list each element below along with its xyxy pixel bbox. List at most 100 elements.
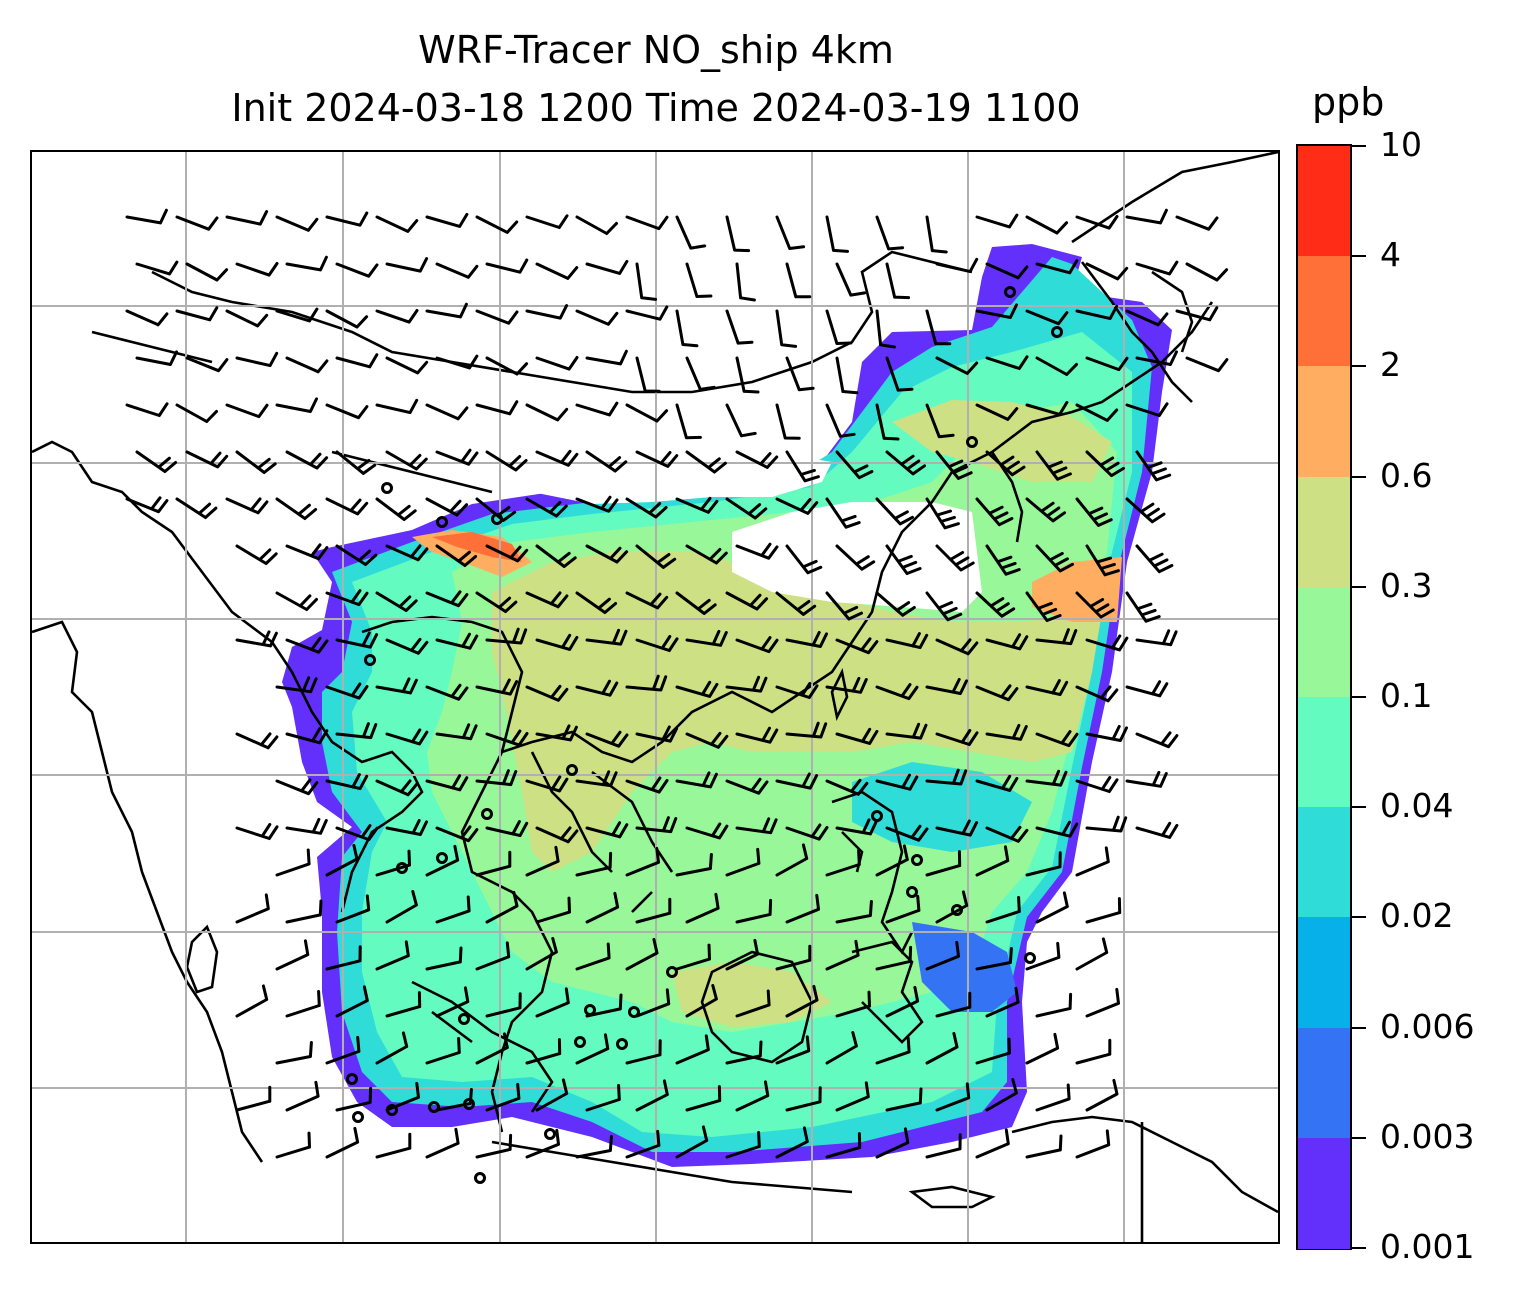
wind-barb	[985, 825, 1029, 843]
wind-barb	[875, 683, 919, 701]
wind-calm-circle	[1004, 286, 1016, 298]
wind-barb	[735, 262, 756, 302]
wind-barb	[785, 823, 829, 841]
wind-barb	[1075, 215, 1119, 230]
wind-barb	[735, 450, 779, 469]
wind-barb	[785, 544, 823, 575]
wind-barb	[385, 544, 429, 562]
colorbar-tick-label: 0.001	[1380, 1227, 1475, 1266]
wind-barb	[485, 1082, 521, 1112]
wind-barb	[275, 676, 318, 694]
wind-barb	[1025, 215, 1069, 235]
wind-barb	[275, 215, 319, 232]
wind-barb	[435, 544, 478, 567]
wind-barb	[885, 894, 921, 924]
coast-timor	[908, 1185, 996, 1209]
wind-barb	[1085, 987, 1120, 1018]
wind-barb	[285, 255, 328, 272]
wind-barb	[375, 591, 418, 612]
wind-barb	[535, 724, 578, 742]
wind-barb	[1175, 306, 1219, 322]
colorbar-segment	[1298, 697, 1350, 808]
wind-barb	[575, 591, 618, 614]
wind-barb	[525, 845, 560, 877]
wind-barb	[335, 824, 379, 842]
wind-barb	[435, 632, 479, 650]
wind-barb	[425, 774, 469, 792]
wind-barb	[1035, 891, 1069, 924]
wind-barb	[585, 259, 629, 275]
wind-barb	[225, 403, 269, 419]
wind-barb	[575, 309, 619, 326]
map-panel[interactable]	[30, 150, 1280, 1244]
colorbar-tick-label: 0.006	[1380, 1006, 1475, 1046]
colorbar-tick-mark	[1352, 1136, 1366, 1139]
wind-barb	[425, 302, 468, 319]
wind-barb	[785, 631, 828, 648]
wind-barb	[335, 985, 369, 1018]
wind-calm-circle	[616, 1038, 628, 1050]
wind-barb	[925, 215, 948, 254]
wind-barb	[585, 821, 629, 839]
wind-barb	[975, 591, 1016, 618]
wind-barb	[375, 849, 411, 877]
wind-barb	[625, 1039, 662, 1065]
wind-barb	[125, 208, 168, 225]
wind-calm-circle	[436, 852, 448, 864]
wind-barb	[425, 683, 469, 701]
wind-barb	[535, 826, 579, 844]
wind-barb	[935, 257, 979, 274]
coast-borneo	[700, 950, 814, 1064]
wind-barb	[1025, 1134, 1063, 1159]
wind-barb	[1025, 1032, 1060, 1065]
wind-barb	[885, 450, 926, 476]
wind-barb	[285, 727, 329, 745]
wind-barb	[635, 450, 679, 468]
wind-barb	[235, 262, 279, 277]
wind-barb	[625, 403, 669, 423]
wind-calm-circle	[544, 1128, 556, 1140]
wind-barb	[535, 633, 579, 651]
wind-barb	[635, 356, 661, 393]
wind-barb	[575, 942, 611, 971]
wind-barb	[775, 497, 819, 515]
wind-barb	[525, 775, 569, 793]
wind-barb	[575, 851, 613, 877]
wind-barb	[975, 403, 1019, 421]
wind-barb	[725, 1040, 763, 1065]
wind-barb	[425, 497, 469, 517]
wind-calm-circle	[364, 654, 376, 666]
colorbar-tick-label: 0.003	[1380, 1116, 1475, 1156]
wind-barb	[275, 307, 319, 323]
wind-barb	[585, 891, 620, 924]
wind-barb	[435, 825, 479, 843]
wind-barb	[385, 1081, 420, 1112]
wind-barb	[1125, 208, 1168, 225]
wind-barb	[1075, 776, 1119, 793]
wind-barb	[935, 544, 975, 572]
wind-barb	[535, 544, 577, 568]
wind-barb	[825, 215, 849, 253]
wind-barb	[235, 732, 279, 750]
wind-barb	[785, 984, 819, 1018]
wind-barb	[675, 591, 717, 615]
wind-barb	[985, 355, 1029, 370]
wind-barb	[685, 731, 729, 749]
wind-barb	[235, 450, 277, 474]
wind-barb	[1135, 350, 1178, 366]
wind-barb	[775, 772, 819, 790]
colorbar-tick-label: 0.3	[1380, 565, 1433, 605]
wind-barb	[975, 1128, 1010, 1159]
wind-barb	[335, 450, 377, 475]
colorbar-tick-mark	[1352, 475, 1366, 478]
wind-calm-circle	[566, 764, 578, 776]
wind-barb	[835, 990, 871, 1018]
wind-barb	[1135, 629, 1178, 647]
wind-barb	[585, 730, 629, 748]
wind-barb	[235, 984, 269, 1018]
wind-barb	[935, 450, 973, 480]
wind-barb	[835, 818, 878, 836]
wind-barb	[485, 627, 528, 645]
wind-barb	[875, 844, 909, 877]
wind-barb	[675, 496, 719, 514]
